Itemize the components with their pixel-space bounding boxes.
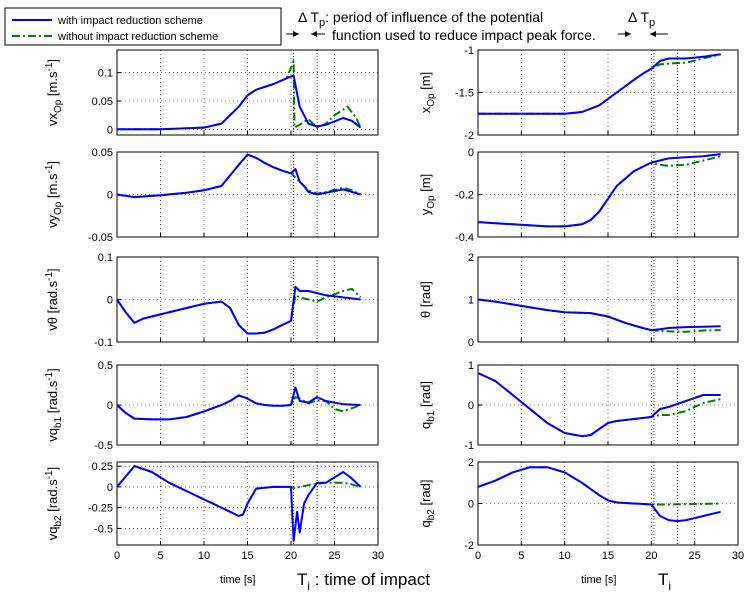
x-tick-label: 0 [114,550,120,562]
y-axis-label: qb2 [rad] [418,480,437,528]
x-tick-label: 0 [475,550,481,562]
y-tick-label: 0 [468,400,474,412]
impact-time-label: Ti : time of impact [297,570,430,593]
subplot-left-4: -0.5 0 0.5 vqb1 [rad.s-1] [44,360,379,452]
x-axis-label-right: time [s] [581,574,616,586]
y-tick-label: 0.05 [92,96,113,108]
subplot-left-1: 0 0.05 0.1 vxOp [m.s-1] [44,49,379,136]
series-line-without-reduction [117,60,362,131]
delta-tp-label: Δ Tp: period of influence of the potenti… [298,9,543,29]
y-tick-label: -0.25 [88,503,113,515]
y-tick-label: 2 [468,252,474,264]
series-line-with-reduction [116,285,361,335]
y-axis-label: vxOp [m.s-1] [44,59,64,126]
y-tick-label: 0 [107,124,113,136]
x-tick-label: 10 [198,550,210,562]
x-tick-label: 30 [732,550,744,562]
delta-tp-label-line2: function used to reduce impact peak forc… [332,27,596,43]
y-tick-label: -2 [464,130,474,142]
series-line-with-reduction [477,466,721,523]
delta-tp-arrowhead-left-2 [625,31,631,37]
subplot-right-4: -1 0 1 qb1 [rad] [418,360,739,452]
series-line-with-reduction [477,298,721,332]
y-tick-label: -2 [464,540,474,552]
y-axis-label: vqb2 [rad.s-1] [44,467,64,541]
subplot-left-2: -0.05 0 0.05 vyOp [m.s-1] [44,147,379,244]
x-tick-label: 25 [328,550,340,562]
y-tick-label: 0 [468,147,474,159]
delta-tp-arrowhead-left [293,31,299,37]
y-tick-label: -0.2 [455,190,474,202]
y-tick-label: 0 [468,499,474,511]
y-tick-label: 1 [468,295,474,307]
x-tick-label: 20 [285,550,297,562]
y-tick-label: 0 [107,190,113,202]
y-axis-label: θ [rad] [418,281,433,318]
y-tick-label: 0 [468,337,474,349]
series-line-without-reduction [478,53,721,115]
legend: with impact reduction scheme without imp… [4,7,282,46]
y-tick-label: 0.25 [92,461,113,473]
series-line-with-reduction [477,153,721,228]
x-tick-label: 15 [602,550,614,562]
y-tick-label: -1 [464,440,474,452]
y-tick-label: -0.1 [94,337,113,349]
y-axis-label: vqb1 [rad.s-1] [44,368,64,442]
x-axis-label-left: time [s] [220,574,255,586]
series-line-with-reduction [116,153,361,199]
subplot-grid: 0 0.05 0.1 vxOp [m.s-1] -0.05 0 0.05 vyOp [m.s-… [44,45,744,562]
y-tick-label: 0 [107,295,113,307]
subplot-left-5: 0 5 10 15 20 25 30 -0.5 -0.25 0 0.25 vqb2 [rad.s-1] [44,461,384,562]
x-tick-label: 5 [518,550,524,562]
subplot-left-3: -0.1 0 0.1 vθ [rad.s-1] [44,252,379,349]
y-tick-label: 2 [468,457,474,469]
x-tick-label: 5 [157,550,163,562]
subplot-right-1: -2 -1.5 -1 xOp [m] [418,45,739,142]
y-tick-label: 0 [107,482,113,494]
y-tick-label: -0.5 [94,440,113,452]
delta-tp-arrowhead-right-2 [650,31,656,37]
subplot-right-3: 0 1 2 θ [rad] [418,252,739,349]
y-tick-label: 0.5 [98,360,113,372]
x-tick-label: 15 [241,550,253,562]
y-axis-label: xOp [m] [418,72,437,114]
y-tick-label: -1 [464,45,474,57]
legend-label-without: without impact reduction scheme [57,31,218,43]
y-tick-label: 0.1 [98,68,113,80]
legend-box [4,7,282,46]
x-tick-label: 20 [645,550,657,562]
y-axis-label: vθ [rad.s-1] [44,268,60,330]
x-tick-label: 30 [372,550,384,562]
y-tick-label: -1.5 [455,88,474,100]
series-line-with-reduction [477,372,721,438]
series-line-with-reduction [116,465,362,542]
y-tick-label: 0 [107,400,113,412]
delta-tp-label-right: Δ Tp [628,9,655,29]
y-tick-label: -0.5 [94,523,113,535]
delta-tp-annotation: Δ Tp: period of influence of the potenti… [286,9,668,43]
series-line-with-reduction [478,53,721,115]
series-line-with-reduction [117,74,362,131]
x-tick-label: 25 [689,550,701,562]
y-axis-label: qb1 [rad] [418,381,437,429]
y-tick-label: -0.05 [88,232,113,244]
y-tick-label: 0.05 [92,147,113,159]
y-axis-label: vyOp [m.s-1] [44,161,64,228]
x-tick-label: 10 [559,550,571,562]
y-axis-label: yOp [m] [418,174,437,216]
y-tick-label: -0.4 [455,232,474,244]
subplot-right-2: -0.4 -0.2 0 yOp [m] [418,147,739,244]
y-tick-label: 1 [468,360,474,372]
impact-time-label-right: Ti [658,570,671,593]
legend-label-with: with impact reduction scheme [57,15,203,27]
delta-tp-arrowhead-right [311,31,317,37]
series-line-with-reduction [116,386,361,421]
y-tick-label: 0.1 [98,252,113,264]
